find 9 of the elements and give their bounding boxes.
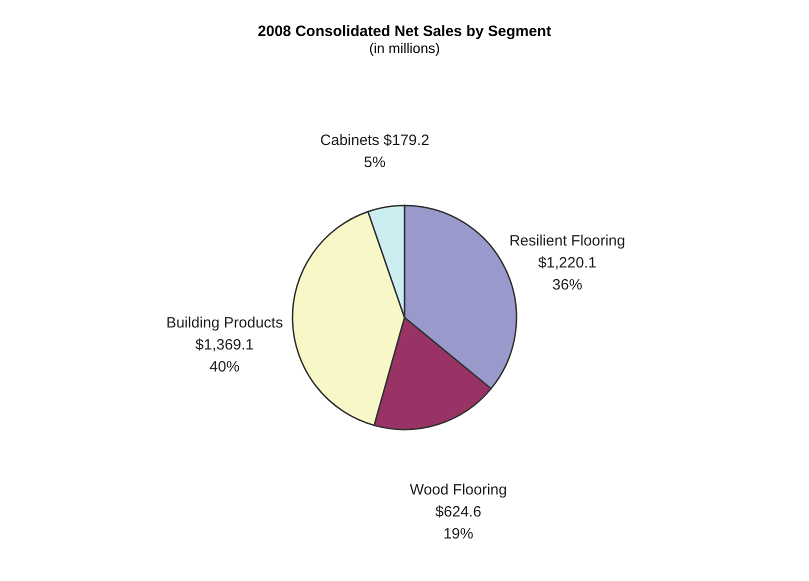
data-label: $624.6 19%	[435, 503, 482, 542]
chart-title: 2008 Consolidated Net Sales by Segment	[258, 23, 552, 40]
slice-label: Wood Flooring	[410, 481, 507, 498]
data-label: $1,220.1 36%	[538, 254, 596, 294]
chart-subtitle: (in millions)	[369, 40, 440, 56]
data-label: $1,369.1 40%	[195, 336, 254, 376]
slice-label: Cabinets $179.2 5%	[320, 132, 430, 171]
slice-label: Resilient Flooring	[509, 232, 626, 250]
slice-label: Building Products	[166, 314, 283, 332]
